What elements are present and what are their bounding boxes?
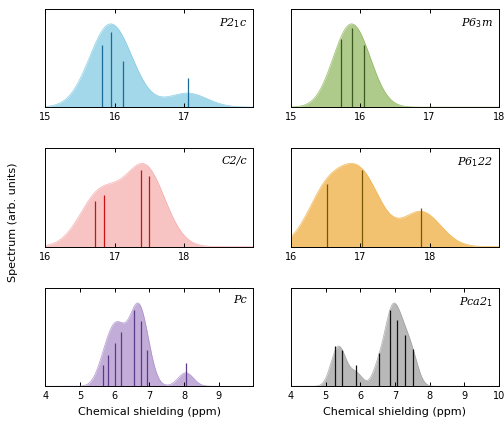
X-axis label: Chemical shielding (ppm): Chemical shielding (ppm) [78,407,221,417]
X-axis label: Chemical shielding (ppm): Chemical shielding (ppm) [324,407,466,417]
Text: C2/c: C2/c [222,155,247,165]
Text: P2$_1$c: P2$_1$c [219,16,247,30]
Text: Spectrum (arb. units): Spectrum (arb. units) [8,162,18,282]
Text: P6$_3$m: P6$_3$m [461,16,493,30]
Text: P6$_1$22: P6$_1$22 [457,155,493,169]
Text: Pc: Pc [233,295,247,305]
Text: Pca2$_1$: Pca2$_1$ [459,295,493,309]
